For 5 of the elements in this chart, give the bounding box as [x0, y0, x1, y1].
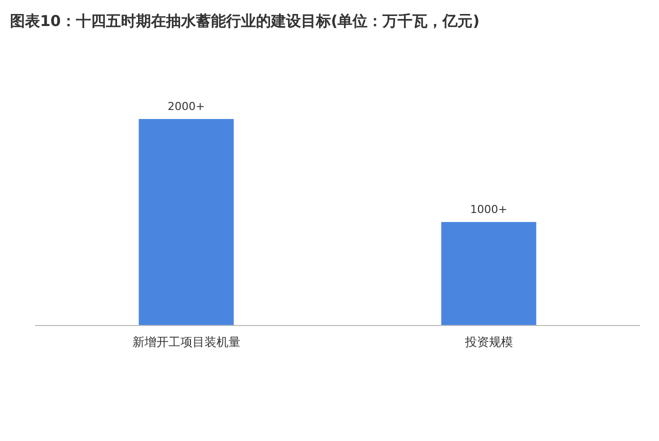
chart-title: 图表10：十四五时期在抽水蓄能行业的建设目标(单位：万千瓦，亿元) — [10, 12, 480, 30]
data-label: 2000+ — [168, 100, 205, 113]
data-label: 1000+ — [470, 203, 508, 216]
x-tick-label: 新增开工项目装机量 — [132, 335, 240, 349]
x-tick-label: 投资规模 — [464, 335, 513, 349]
